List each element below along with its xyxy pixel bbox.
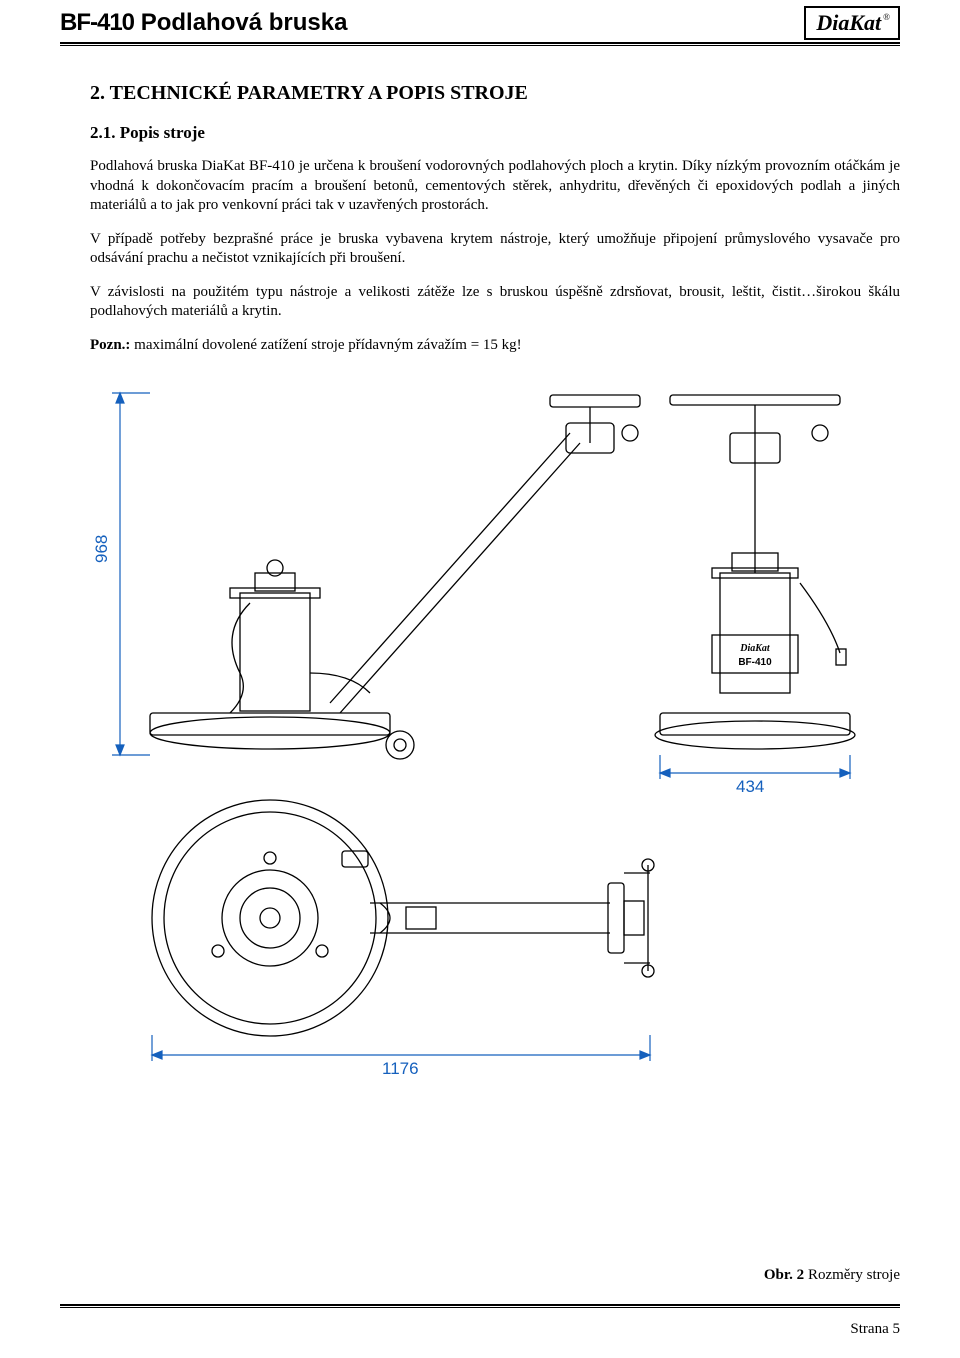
- note-label: Pozn.:: [90, 337, 130, 353]
- subsection-title-text: Popis stroje: [120, 123, 205, 142]
- section-heading: 2. TECHNICKÉ PARAMETRY A POPIS STROJE: [90, 82, 900, 105]
- model-code: BF-410: [60, 9, 134, 36]
- figure-caption: Obr. 2 Rozměry stroje: [764, 1267, 900, 1284]
- paragraph-3: V závislosti na použitém typu nástroje a…: [90, 283, 900, 322]
- logo-dia: Dia: [816, 10, 849, 36]
- content-area: 2. TECHNICKÉ PARAMETRY A POPIS STROJE 2.…: [0, 46, 960, 1073]
- paragraph-2: V případě potřeby bezprašné práce je bru…: [90, 230, 900, 269]
- header-title: BF-410 Podlahová bruska: [60, 9, 347, 37]
- subsection-number: 2.1.: [90, 123, 116, 142]
- svg-text:DiaKat: DiaKat: [739, 643, 771, 654]
- technical-diagram: DiaKat BF-410: [90, 373, 890, 1073]
- brand-logo: DiaKat®: [804, 6, 900, 40]
- dim-length: 1176: [382, 1059, 419, 1079]
- section-title-text: TECHNICKÉ PARAMETRY A POPIS STROJE: [110, 82, 528, 104]
- paragraph-4: Pozn.: maximální dovolené zatížení stroj…: [90, 336, 900, 356]
- dim-height: 968: [92, 535, 112, 563]
- subsection-heading: 2.1. Popis stroje: [90, 123, 900, 143]
- footer-rule: [60, 1304, 900, 1308]
- diagram-svg: DiaKat BF-410: [90, 373, 890, 1073]
- paragraph-1: Podlahová bruska DiaKat BF-410 je určena…: [90, 157, 900, 216]
- logo-kat: Kat: [849, 10, 881, 36]
- logo-reg: ®: [883, 12, 890, 22]
- svg-text:BF-410: BF-410: [738, 657, 772, 668]
- caption-label: Obr. 2: [764, 1267, 804, 1283]
- dim-width: 434: [736, 777, 764, 797]
- section-number: 2.: [90, 82, 105, 104]
- note-text: maximální dovolené zatížení stroje přída…: [130, 337, 521, 353]
- product-name: Podlahová bruska: [141, 9, 348, 36]
- page-header: BF-410 Podlahová bruska DiaKat®: [0, 0, 960, 42]
- caption-text: Rozměry stroje: [804, 1267, 900, 1283]
- page-number: Strana 5: [850, 1321, 900, 1338]
